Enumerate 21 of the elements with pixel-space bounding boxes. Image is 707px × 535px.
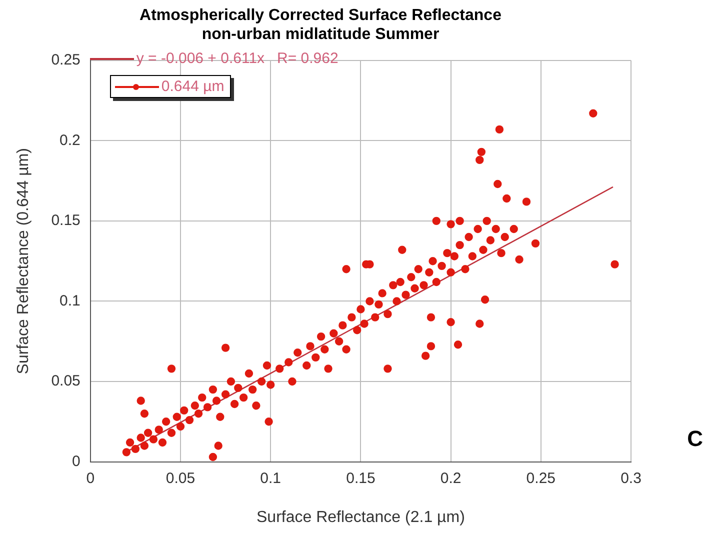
x-tick-label: 0.3	[620, 470, 642, 487]
y-tick-label: 0.05	[51, 372, 80, 390]
x-tick-label: 0.15	[346, 470, 376, 487]
legend-label: 0.644 µm	[161, 78, 224, 96]
x-axis-title: Surface Reflectance (2.1 µm)	[256, 508, 465, 526]
x-tick-label: 0.25	[526, 470, 556, 487]
x-tick-label: 0.05	[166, 470, 196, 487]
chart-subtitle: non-urban midlatitude Summer	[202, 26, 440, 44]
y-tick-label: 0.25	[51, 52, 80, 69]
y-tick-label: 0.2	[60, 132, 80, 149]
y-tick-label: 0.15	[51, 212, 80, 230]
text: C	[687, 426, 704, 451]
x-tick-label: 0	[86, 470, 95, 487]
x-tick-label: 0.1	[260, 470, 282, 487]
legend-label: y = -0.006 + 0.611x R= 0.962	[136, 50, 338, 68]
legend-frame: 0.644 µm	[110, 75, 232, 98]
x-tick-label: 0.2	[440, 470, 462, 487]
y-axis-title: Surface Reflectance (0.644 µm)	[15, 148, 32, 374]
y-tick-label: 0	[72, 452, 80, 470]
y-tick-label: 0.1	[60, 292, 80, 310]
chart-title: Atmospherically Corrected Surface Reflectance	[140, 7, 502, 24]
